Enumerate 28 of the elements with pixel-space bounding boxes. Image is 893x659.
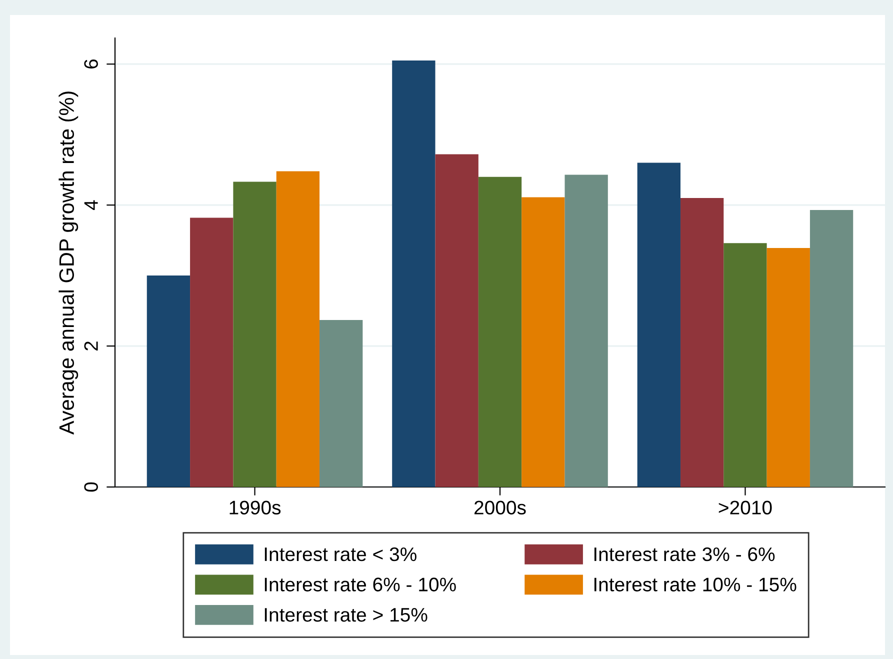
y-tick-label: 2 bbox=[84, 342, 98, 350]
y-tick-label: 6 bbox=[84, 60, 98, 68]
bar bbox=[810, 210, 854, 487]
legend-label: Interest rate 6% - 10% bbox=[264, 578, 456, 592]
y-tick-label: 4 bbox=[84, 200, 98, 210]
bar bbox=[392, 60, 436, 487]
legend-label: Interest rate 3% - 6% bbox=[594, 547, 775, 562]
legend-label: Interest rate < 3% bbox=[264, 547, 416, 562]
bar bbox=[724, 243, 767, 487]
x-tick-label: 1990s bbox=[230, 500, 281, 514]
legend-label: Interest rate > 15% bbox=[264, 608, 428, 622]
bar bbox=[680, 198, 724, 487]
bar bbox=[522, 197, 565, 487]
bar bbox=[637, 162, 680, 487]
bar bbox=[320, 320, 363, 487]
x-tick-label: >2010 bbox=[718, 500, 772, 514]
bar bbox=[435, 154, 478, 487]
legend-label: Interest rate 10% - 15% bbox=[594, 578, 796, 592]
bar bbox=[276, 171, 320, 487]
bar bbox=[564, 174, 608, 487]
bar bbox=[478, 176, 522, 487]
y-tick-label: 0 bbox=[84, 482, 98, 492]
bar bbox=[766, 248, 810, 487]
x-tick-label: 2000s bbox=[474, 500, 526, 514]
bar bbox=[146, 276, 190, 487]
bar bbox=[190, 218, 234, 487]
bar bbox=[233, 182, 276, 487]
y-axis-title: Average annual GDP growth rate (%) bbox=[58, 92, 78, 435]
